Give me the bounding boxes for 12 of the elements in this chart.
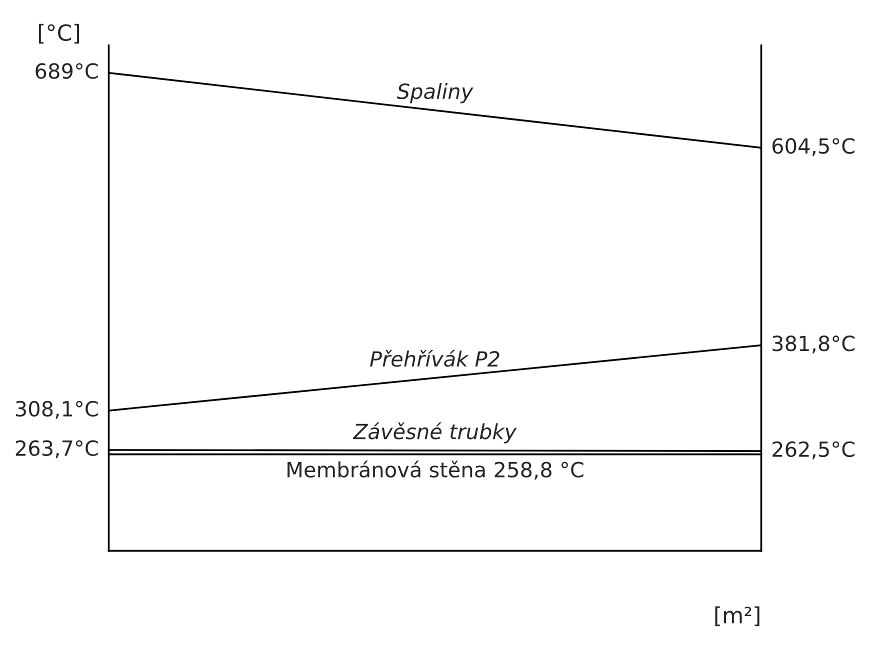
- data-label: 262,5°C: [772, 441, 855, 460]
- data-label: 381,8°C: [772, 336, 855, 354]
- data-label: 604,5°C: [772, 138, 855, 156]
- data-label: 263,7°C: [16, 440, 98, 458]
- series-label: Spaliny: [396, 83, 474, 104]
- series-label: Přehřívák P2: [370, 350, 500, 367]
- series-label: Závěsné trubky: [352, 422, 517, 444]
- y-axis-title: [°C]: [38, 24, 80, 44]
- data-label: 308,1°C: [16, 400, 98, 419]
- series-label: Membránová stěna 258,8 °C: [288, 460, 584, 480]
- x-axis-title: [m²]: [715, 606, 760, 626]
- data-label: 689°C: [36, 63, 98, 79]
